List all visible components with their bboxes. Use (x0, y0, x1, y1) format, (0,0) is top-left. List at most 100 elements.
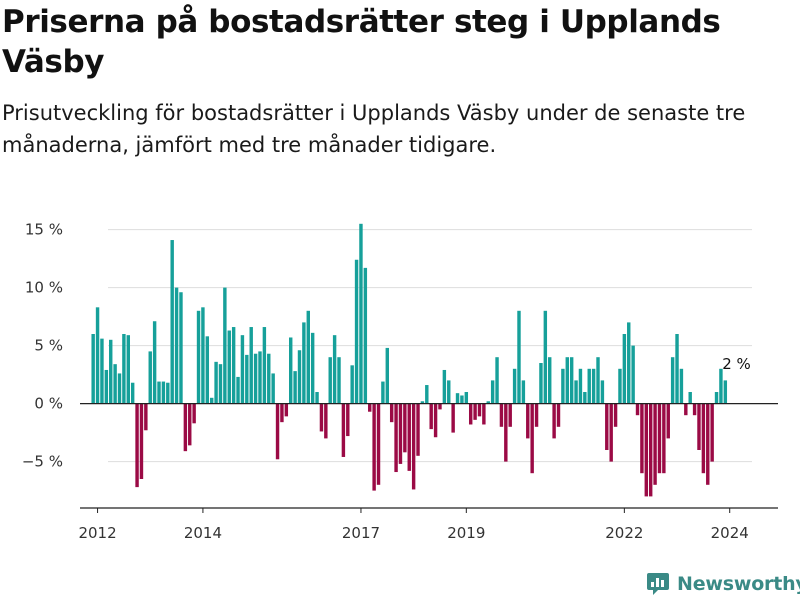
axes (80, 403, 778, 513)
bar (381, 381, 385, 404)
bar (499, 403, 504, 427)
bar (385, 347, 390, 404)
bar (170, 240, 174, 404)
bar (583, 392, 587, 404)
bar (486, 401, 490, 404)
bar (253, 353, 258, 404)
y-tick-label: 0 % (34, 395, 63, 413)
bar (447, 380, 451, 404)
bar (394, 403, 398, 473)
y-axis-labels: −5 % 0 % 5 % 10 % 15 % (22, 221, 63, 471)
x-tick-label: 2024 (711, 524, 749, 542)
bar (209, 397, 214, 404)
bar (275, 403, 280, 460)
bar (490, 380, 495, 404)
bar (161, 381, 166, 404)
bar (613, 403, 618, 427)
bar (297, 350, 302, 404)
bar (451, 403, 455, 433)
bar (723, 380, 728, 404)
bar (565, 357, 569, 404)
bar (332, 335, 337, 404)
bar (152, 321, 157, 404)
bar (245, 354, 249, 404)
x-tick-label: 2017 (342, 524, 380, 542)
newsworthy-logo-icon (647, 573, 669, 595)
bar (293, 371, 297, 404)
bar (341, 403, 346, 457)
newsworthy-logo-text: Newsworthy (677, 573, 800, 595)
bar (697, 403, 701, 450)
y-tick-label: 5 % (34, 337, 63, 355)
bar (477, 403, 482, 417)
bar (609, 403, 613, 462)
bar (648, 403, 653, 497)
bar (130, 382, 135, 404)
chart-subtitle: Prisutveckling för bostadsrätter i Uppla… (2, 101, 746, 157)
bar (556, 403, 561, 427)
bar (337, 357, 341, 404)
bar (240, 335, 245, 404)
bar (508, 403, 512, 427)
bar (679, 368, 684, 404)
bar (95, 307, 100, 404)
bar (640, 403, 644, 474)
bar (600, 380, 605, 404)
bar (605, 403, 609, 450)
y-tick-label: −5 % (22, 453, 63, 471)
bar (214, 361, 218, 404)
bar (706, 403, 710, 485)
bar (710, 403, 714, 462)
bar (429, 403, 433, 430)
bar (100, 338, 104, 404)
bar (109, 339, 113, 404)
bar (455, 393, 460, 404)
bar (460, 395, 464, 404)
bar (675, 334, 679, 404)
bar (587, 368, 591, 404)
bar (306, 310, 310, 404)
bar (398, 403, 403, 464)
bar (91, 334, 95, 404)
bar (464, 392, 469, 404)
bar (468, 403, 473, 425)
bar (543, 310, 548, 404)
bar (420, 401, 425, 404)
bar (196, 310, 201, 404)
bar (596, 357, 600, 404)
bar (635, 403, 640, 416)
bar (376, 403, 381, 485)
bar (692, 403, 697, 416)
bar (411, 403, 416, 490)
bar (302, 322, 306, 404)
bar (262, 327, 267, 404)
bar (591, 368, 596, 404)
bar (126, 335, 131, 404)
x-tick-label: 2019 (447, 524, 485, 542)
bar (284, 403, 289, 417)
x-tick-label: 2014 (184, 524, 222, 542)
bar (425, 385, 429, 404)
bar (231, 327, 236, 404)
bar (188, 403, 192, 446)
bar (504, 403, 508, 462)
bar (289, 337, 293, 404)
bar (688, 392, 692, 404)
bar (315, 392, 319, 404)
x-tick-label: 2022 (605, 524, 643, 542)
bar (157, 381, 161, 404)
bar (104, 369, 109, 404)
bar (517, 310, 521, 404)
bar (227, 330, 231, 404)
bar (144, 403, 148, 431)
bar (324, 403, 328, 439)
bar (657, 403, 662, 474)
bar (442, 369, 447, 404)
bar (122, 334, 126, 404)
bar (139, 403, 144, 479)
bar (403, 403, 407, 453)
bar (574, 380, 578, 404)
bar (666, 403, 670, 439)
bar (684, 403, 688, 416)
bar (416, 403, 420, 456)
